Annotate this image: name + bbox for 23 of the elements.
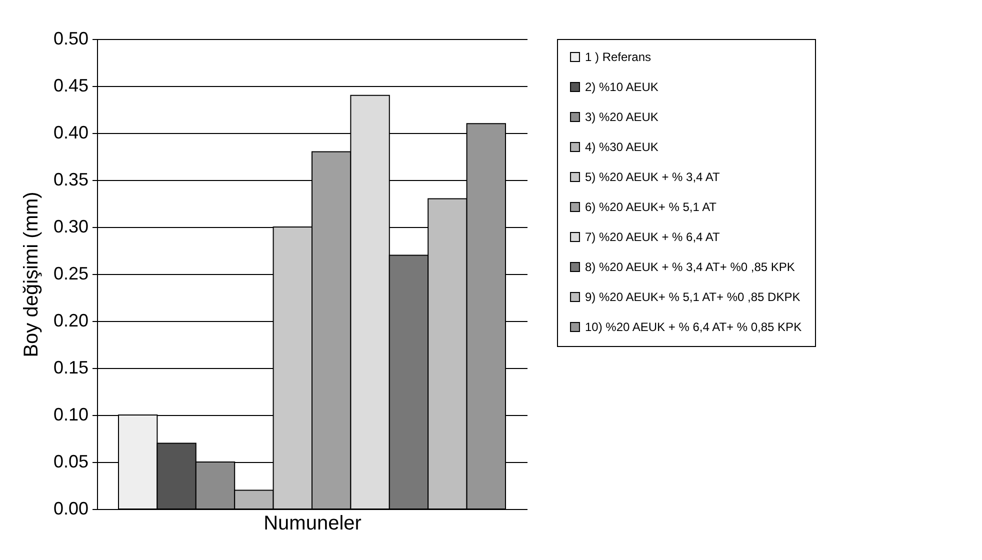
x-axis-title: Numuneler <box>264 512 362 534</box>
y-tick-label: 0.35 <box>53 170 88 190</box>
y-tick-label: 0.20 <box>53 310 88 330</box>
legend-label: 2) %10 AEUK <box>585 80 658 94</box>
legend-label: 1 ) Referans <box>585 50 652 64</box>
legend-label: 7) %20 AEUK + % 6,4 AT <box>585 230 721 244</box>
legend-label: 6) %20 AEUK+ % 5,1 AT <box>585 200 718 214</box>
y-tick-label: 0.00 <box>53 498 88 518</box>
y-tick-label: 0.30 <box>53 216 88 236</box>
y-tick-label: 0.15 <box>53 358 88 378</box>
y-tick-label: 0.45 <box>53 76 88 96</box>
legend-label: 4) %30 AEUK <box>585 140 658 154</box>
legend-label: 8) %20 AEUK + % 3,4 AT+ %0 ,85 KPK <box>585 260 795 274</box>
y-tick-label: 0.25 <box>53 264 88 284</box>
y-tick-label: 0.50 <box>53 28 88 48</box>
legend-label: 9) %20 AEUK+ % 5,1 AT+ %0 ,85 DKPK <box>585 290 800 304</box>
y-tick-label: 0.40 <box>53 122 88 142</box>
y-tick-label: 0.05 <box>53 452 88 472</box>
y-tick-label: 0.10 <box>53 404 88 424</box>
y-axis-title: Boy değişimi (mm) <box>20 192 42 358</box>
legend-label: 5) %20 AEUK + % 3,4 AT <box>585 170 721 184</box>
legend-label: 3) %20 AEUK <box>585 110 658 124</box>
legend-label: 10) %20 AEUK + % 6,4 AT+ % 0,85 KPK <box>585 320 802 334</box>
